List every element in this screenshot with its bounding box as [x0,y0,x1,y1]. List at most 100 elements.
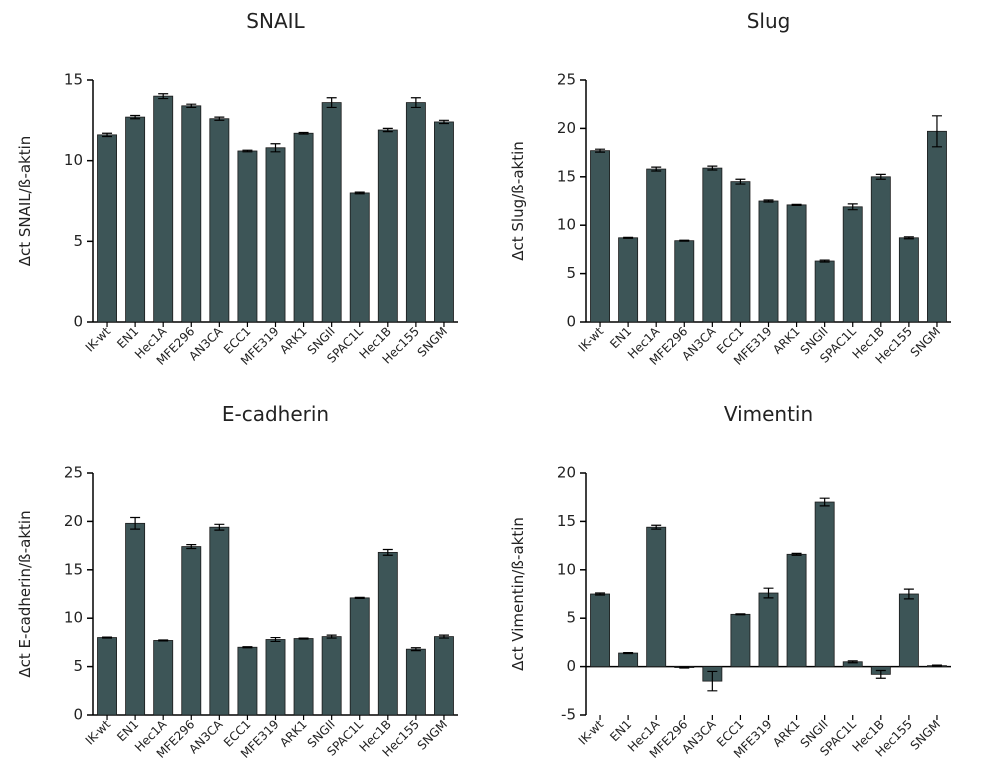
bar [97,637,117,716]
bar [293,638,314,716]
y-tick-label: 0 [73,313,83,331]
error-bar [214,116,225,121]
bar [97,134,117,323]
error-bar [130,516,141,530]
y-tick-label: 5 [73,232,83,250]
error-bar [382,127,393,133]
bar [434,121,454,323]
bar [265,147,286,323]
error-bar [298,131,309,135]
bar [209,118,230,323]
y-tick-label: 10 [557,560,576,578]
panel: Vimentin Δct Vimentin/ß-aktin -5 0 5 10 15 20 IK… [509,402,951,761]
error-bar [623,651,634,655]
y-tick-label: 10 [557,216,576,234]
bar [646,526,667,667]
error-bar [326,97,337,109]
error-bar [326,634,337,639]
bar [237,150,258,323]
bar [786,204,807,323]
y-axis-label: Δct Vimentin/ß-aktin [509,517,527,671]
error-bar [242,149,253,153]
error-bar [707,165,718,171]
chart-title: Vimentin [724,402,813,426]
error-bar [651,166,662,172]
y-tick-label: 15 [557,512,576,530]
bar [321,636,342,716]
x-tick-label: IK-wt [576,717,607,748]
panel: E-cadherin Δct E-cadherin/ß-aktin 0 5 10 15 20… [16,402,458,761]
bar [898,593,919,667]
bar [814,501,835,667]
chart-title: Slug [747,9,791,33]
error-bar [623,236,634,239]
error-bar [791,203,802,206]
error-bar [679,666,690,669]
y-tick-label: 0 [566,313,576,331]
error-bar [382,548,393,556]
y-tick-label: 25 [557,71,576,89]
y-tick-label: 10 [64,151,83,169]
y-tick-label: 15 [64,71,83,89]
bar [377,551,398,716]
error-bar [438,119,449,125]
bar [377,129,398,323]
y-tick-label: 15 [64,560,83,578]
error-bar [903,588,914,600]
bar [590,593,610,667]
y-tick-label: 10 [64,609,83,627]
y-axis-label: Δct E-cadherin/ß-aktin [16,510,34,677]
error-bar [651,524,662,530]
error-bar [931,664,942,667]
y-axis-label: Δct SNAIL/ß-aktin [16,136,34,267]
bar [870,176,891,323]
bar [209,526,230,716]
error-bar [875,669,886,679]
bar [181,546,202,716]
x-tick-label: SNGM [415,324,451,360]
bar [674,240,695,323]
bar [898,237,919,323]
error-bar [410,647,421,652]
error-bar [102,636,113,639]
bar [730,181,751,323]
bar [758,592,779,667]
error-bar [595,592,606,596]
bar [349,192,370,323]
bar [125,522,146,716]
y-axis-label: Δct Slug/ß-aktin [509,141,527,261]
error-bar [438,634,449,639]
error-bar [270,636,281,643]
bar [153,95,174,323]
error-bar [354,596,365,599]
bar [786,553,807,667]
bar [349,597,370,716]
bar [646,168,667,323]
error-bar [354,191,365,195]
error-bar [735,178,746,185]
bar [434,636,454,716]
error-bar [102,132,113,138]
error-bar [410,97,421,109]
error-bar [130,114,141,120]
bar [814,260,835,323]
bar [590,150,610,323]
error-bar [270,143,281,153]
error-bar [707,670,718,692]
error-bar [242,646,253,649]
bar [405,648,426,716]
x-tick-label: SNGM [908,324,944,360]
error-bar [847,660,858,664]
x-tick-label: ARK1 [277,324,310,357]
error-bar [158,639,169,642]
x-tick-label: IK-wt [83,717,114,748]
bar [237,646,258,716]
error-bar [791,552,802,556]
x-tick-label: ARK1 [770,717,803,750]
error-bar [158,93,169,100]
x-tick-label: IK-wt [576,324,607,355]
bar [730,613,751,668]
